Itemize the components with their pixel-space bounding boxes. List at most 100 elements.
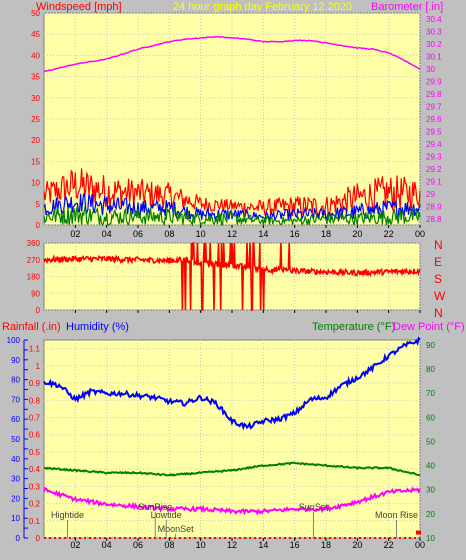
rain-y-tick-label: 1 (36, 362, 41, 371)
barometer-y-tick-label: 29 (426, 190, 435, 199)
temperature-y-tick-label: 50 (426, 437, 435, 446)
temperature-line (43, 461, 421, 477)
temperature-y-tick-label: 60 (426, 413, 435, 422)
wind-y-tick-label: 45 (31, 30, 40, 39)
barometer-y-tick-label: 30.4 (426, 15, 442, 24)
barometer-y-tick-label: 29.7 (426, 103, 442, 112)
rain-y-tick-label: 0.1 (29, 517, 41, 526)
temperature-y-tick-label: 40 (426, 462, 435, 471)
temperature-y-tick-label: 20 (426, 510, 435, 519)
annotation-label: SunRise (138, 502, 172, 512)
rain-y-tick-label: 0.8 (29, 396, 41, 405)
humidity-x-tick-label: 04 (102, 540, 112, 550)
direction-y-tick-label: 0 (36, 306, 41, 315)
barometer-y-tick-label: 30.2 (426, 40, 442, 49)
wind-y-tick-label: 5 (36, 200, 41, 209)
humidity-x-tick-label: 14 (258, 540, 268, 550)
humidity-x-tick-label: 02 (70, 540, 80, 550)
wind-x-tick-label: 18 (321, 229, 331, 239)
wind-x-tick-label: 10 (196, 229, 206, 239)
temperature-y-tick-label: 90 (426, 341, 435, 350)
humidity-line (43, 336, 421, 431)
humidity-axis-title: Humidity (%) (66, 321, 129, 333)
wind-y-tick-label: 30 (31, 94, 40, 103)
rain-y-tick-label: 0.6 (29, 431, 41, 440)
wind-direction-line (43, 242, 421, 311)
barometer-y-tick-label: 29.1 (426, 177, 442, 186)
rain-y-tick-label: 0.5 (29, 448, 41, 457)
barometer-axis-title: Barometer [.in] (371, 1, 443, 13)
barometer-y-tick-label: 30 (426, 65, 435, 74)
wind-x-tick-label: 08 (164, 229, 174, 239)
wind-x-tick-label: 14 (258, 229, 268, 239)
humidity-x-tick-label: 00 (415, 540, 425, 550)
humidity-y-tick-label: 0 (16, 534, 21, 543)
wind-x-tick-label: 06 (133, 229, 143, 239)
humidity-x-tick-label: 06 (133, 540, 143, 550)
wind-x-tick-label: 12 (227, 229, 237, 239)
temperature-y-tick-label: 10 (426, 534, 435, 543)
humidity-y-tick-label: 20 (11, 494, 20, 503)
humidity-y-tick-label: 70 (11, 395, 20, 404)
humidity-y-tick-label: 40 (11, 455, 20, 464)
humidity-x-tick-label: 22 (384, 540, 394, 550)
dewpoint-axis-title: Dew Point (°F) (393, 321, 465, 333)
direction-y-tick-label: 90 (31, 289, 40, 298)
humidity-x-tick-label: 16 (290, 540, 300, 550)
wind-axis-title: Windspeed [mph] (36, 1, 122, 13)
temperature-y-tick-label: 70 (426, 389, 435, 398)
rainfall-mark (416, 530, 421, 535)
humidity-x-tick-label: 20 (352, 540, 362, 550)
rain-y-tick-label: 1.1 (29, 345, 41, 354)
rain-y-tick-label: 0.2 (29, 500, 41, 509)
wind-series-wind-speed (43, 206, 421, 227)
barometer-y-tick-label: 29.8 (426, 90, 442, 99)
wind-y-tick-label: 35 (31, 73, 40, 82)
barometer-y-tick-label: 29.6 (426, 115, 442, 124)
annotation-label: Lowtide (151, 510, 182, 520)
dewpoint-line (43, 486, 421, 516)
rain-y-tick-label: 0.3 (29, 482, 41, 491)
rainfall-axis-title: Rainfall (.in) (2, 321, 61, 333)
barometer-y-tick-label: 29.3 (426, 152, 442, 161)
barometer-y-tick-label: 29.5 (426, 127, 442, 136)
compass-label: S (434, 272, 442, 286)
wind-x-tick-label: 16 (290, 229, 300, 239)
rain-y-tick-label: 0.9 (29, 379, 41, 388)
wind-y-tick-label: 40 (31, 51, 40, 60)
barometer-y-tick-label: 29.2 (426, 165, 442, 174)
barometer-y-tick-label: 30.1 (426, 53, 442, 62)
wind-series-wind-average (43, 193, 421, 222)
direction-y-tick-label: 180 (27, 273, 41, 282)
compass-label: N (434, 306, 443, 320)
rain-y-tick-label: 0.7 (29, 413, 41, 422)
temperature-axis-title: Temperature (°F) (312, 321, 395, 333)
rain-y-tick-label: 0.4 (29, 465, 41, 474)
humidity-y-tick-label: 80 (11, 376, 20, 385)
wind-y-tick-label: 10 (31, 179, 40, 188)
annotation-label: Moon Rise (375, 510, 418, 520)
barometer-y-tick-label: 30.3 (426, 28, 442, 37)
wind-x-tick-label: 00 (415, 229, 425, 239)
humidity-y-tick-label: 30 (11, 475, 20, 484)
compass-label: N (434, 238, 443, 252)
wind-y-tick-label: 0 (36, 221, 41, 230)
wind-x-tick-label: 04 (102, 229, 112, 239)
barometer-y-tick-label: 29.9 (426, 78, 442, 87)
direction-y-tick-label: 360 (27, 239, 41, 248)
humidity-y-tick-label: 100 (7, 336, 21, 345)
wind-y-tick-label: 25 (31, 115, 40, 124)
rain-y-tick-label: 0 (36, 534, 41, 543)
direction-y-tick-label: 270 (27, 256, 41, 265)
wind-x-tick-label: 22 (384, 229, 394, 239)
humidity-x-tick-label: 18 (321, 540, 331, 550)
humidity-x-tick-label: 12 (227, 540, 237, 550)
humidity-y-tick-label: 10 (11, 514, 20, 523)
humidity-y-tick-label: 50 (11, 435, 20, 444)
barometer-y-tick-label: 28.9 (426, 202, 442, 211)
wind-x-tick-label: 02 (70, 229, 80, 239)
compass-label: W (434, 289, 446, 303)
barometer-y-tick-label: 29.4 (426, 140, 442, 149)
barometer-line (43, 35, 421, 73)
